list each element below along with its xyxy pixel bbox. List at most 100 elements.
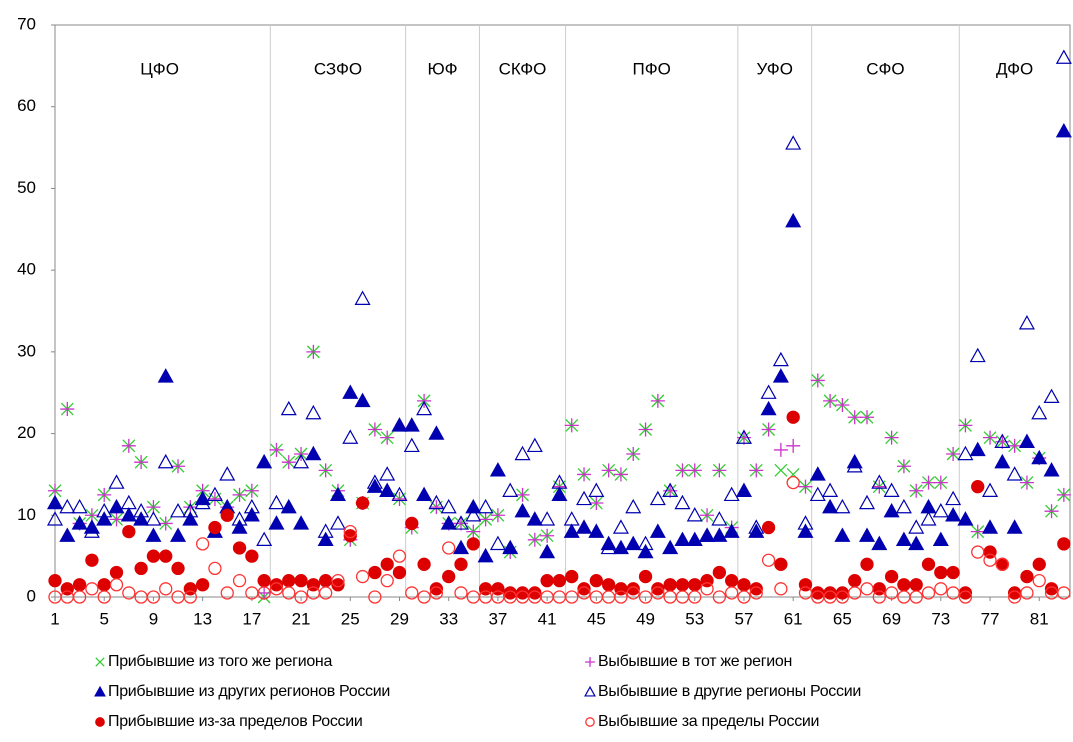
marker [774,463,788,477]
marker [85,553,99,567]
marker [170,502,187,518]
marker [735,482,752,497]
marker [909,578,923,592]
marker [269,442,284,457]
marker [584,685,596,697]
marker [293,515,310,530]
marker [528,586,542,600]
marker [589,574,603,588]
marker [145,511,162,526]
legend-label: Выбывшие в тот же регион [598,653,792,670]
marker [725,586,739,600]
marker [585,717,595,727]
marker [651,582,665,596]
x-tick-label: 17 [242,609,261,628]
marker [651,586,665,600]
marker [601,463,616,478]
marker [145,527,162,542]
marker [971,480,985,494]
marker [305,445,322,461]
marker [958,590,973,604]
marker [318,463,333,478]
marker [565,590,579,604]
marker [391,417,408,432]
marker [588,482,605,497]
marker [1044,582,1059,596]
marker [305,404,322,420]
marker [159,582,173,596]
marker [403,417,420,432]
marker [256,453,273,469]
marker [589,496,604,511]
marker [1020,586,1034,600]
marker [539,543,556,559]
marker [108,474,125,489]
marker [170,527,187,542]
marker [723,486,740,502]
marker [760,384,777,399]
marker [342,384,359,399]
marker [920,498,937,514]
marker [490,508,505,523]
marker [588,523,605,538]
marker [502,539,519,555]
marker [429,582,444,596]
marker [786,410,800,424]
marker [932,531,949,546]
marker [256,531,273,546]
marker [576,519,593,534]
marker [243,507,260,522]
marker [368,565,382,580]
marker [206,486,223,502]
marker [329,486,346,502]
marker [454,586,468,600]
marker [797,523,814,538]
x-tick-label: 53 [685,609,704,628]
marker [392,491,407,506]
marker [810,373,825,388]
marker [895,531,912,546]
marker [121,438,136,453]
district-label: ДФО [996,59,1033,78]
marker [725,574,739,588]
marker [96,511,113,526]
marker [983,430,998,445]
marker [1018,315,1035,330]
marker [85,582,99,596]
marker [94,685,106,697]
marker [317,523,334,538]
marker [97,578,111,592]
marker [502,482,519,497]
marker [934,582,948,596]
marker [552,574,567,588]
x-tick-label: 73 [931,609,950,628]
legend-label: Прибывшие из других регионов России [108,683,390,700]
marker [945,507,962,522]
marker [969,347,986,363]
marker [183,590,197,604]
x-tick-label: 41 [538,609,557,628]
marker [208,520,222,535]
marker [626,586,640,600]
marker [700,582,714,596]
marker [946,565,960,580]
marker [846,453,863,469]
marker [269,582,284,596]
marker [551,486,568,502]
marker [858,527,876,542]
marker [577,467,592,482]
marker [712,590,727,604]
marker [834,498,851,514]
marker [208,561,222,576]
marker [761,520,776,535]
marker [134,455,149,470]
marker [355,569,370,584]
marker [786,475,800,490]
marker [257,574,271,588]
marker [860,557,874,571]
marker [48,574,62,588]
marker [366,478,383,493]
marker [194,490,211,506]
marker [884,569,899,584]
marker [403,437,420,453]
